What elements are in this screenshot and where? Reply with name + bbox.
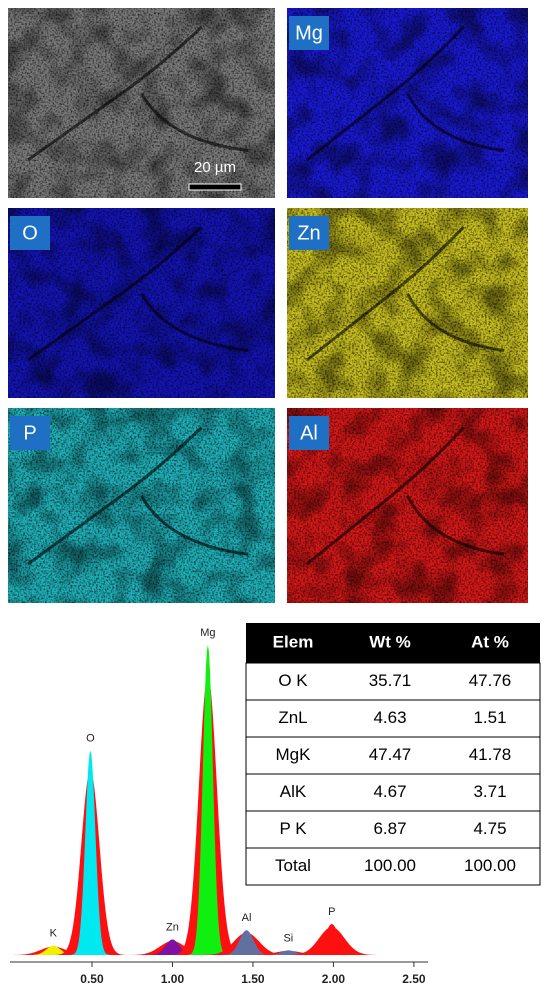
table-header-bg bbox=[246, 623, 540, 663]
grain-cracks bbox=[27, 225, 249, 362]
table-cell: 4.63 bbox=[373, 708, 406, 727]
map-panel: 20 µm bbox=[8, 8, 275, 198]
peak bbox=[260, 950, 317, 955]
x-tick-label: 1.00 bbox=[161, 972, 185, 986]
peak bbox=[218, 930, 275, 955]
panel-label-box bbox=[289, 216, 329, 250]
table-cell: O K bbox=[278, 671, 308, 690]
panel-label-box bbox=[10, 416, 50, 450]
peak-label: K bbox=[50, 928, 58, 940]
peak bbox=[144, 939, 201, 955]
peak-label: P bbox=[328, 906, 335, 918]
table-header-cell: Elem bbox=[273, 632, 314, 651]
peak bbox=[303, 924, 360, 955]
table-cell: 35.71 bbox=[369, 671, 412, 690]
scale-bar-label: 20 µm bbox=[194, 159, 236, 176]
table-cell: P K bbox=[279, 819, 307, 838]
peak-label: Si bbox=[283, 932, 293, 944]
table-cell: MgK bbox=[276, 745, 312, 764]
map-dark-regions bbox=[8, 208, 275, 398]
grain-cracks bbox=[306, 25, 505, 162]
map-panel: O bbox=[8, 208, 275, 398]
table-cell: ZnL bbox=[278, 708, 307, 727]
panel-label: P bbox=[23, 422, 36, 444]
table-cell: AlK bbox=[280, 782, 307, 801]
peak-label: O bbox=[86, 732, 95, 744]
table-row bbox=[245, 810, 541, 849]
map-panel: P bbox=[8, 408, 275, 603]
panel-label-box bbox=[289, 416, 329, 450]
map-dark-regions bbox=[8, 8, 275, 198]
grain-cracks bbox=[306, 426, 505, 566]
grain-cracks bbox=[306, 225, 505, 362]
panel-label: O bbox=[22, 222, 38, 244]
x-tick-label: 2.50 bbox=[402, 972, 426, 986]
peak bbox=[70, 750, 111, 955]
table-cell: 3.71 bbox=[473, 782, 506, 801]
table-header-cell: At % bbox=[471, 632, 509, 651]
map-dark-regions bbox=[8, 408, 275, 603]
peak-label: Zn bbox=[166, 921, 179, 933]
peak-label: Al bbox=[242, 912, 252, 924]
panel-label-box bbox=[10, 216, 50, 250]
x-tick-label: 2.00 bbox=[322, 972, 346, 986]
table-cell: 6.87 bbox=[373, 819, 406, 838]
grain-cracks bbox=[27, 426, 249, 566]
panel-label: Mg bbox=[295, 22, 323, 44]
x-tick-label: 0.50 bbox=[80, 972, 104, 986]
table-cell: 1.51 bbox=[473, 708, 506, 727]
peak-label: Mg bbox=[200, 627, 215, 639]
panel-label: Zn bbox=[297, 222, 320, 244]
panel-label-box bbox=[289, 16, 329, 50]
table-cell: 47.47 bbox=[369, 745, 412, 764]
table-cell: Total bbox=[275, 856, 311, 875]
x-tick-label: 1.50 bbox=[241, 972, 265, 986]
map-panel: Zn bbox=[287, 208, 528, 398]
panel-label: Al bbox=[300, 422, 318, 444]
table-row bbox=[245, 847, 541, 886]
table-cell: 41.78 bbox=[469, 745, 512, 764]
map-panel: Al bbox=[287, 408, 528, 603]
scale-bar bbox=[188, 183, 242, 191]
table-cell: 4.75 bbox=[473, 819, 506, 838]
table-cell: 4.67 bbox=[373, 782, 406, 801]
table-row bbox=[245, 662, 541, 701]
peak bbox=[187, 645, 228, 955]
table-header-cell: Wt % bbox=[369, 632, 411, 651]
table-cell: 100.00 bbox=[464, 856, 516, 875]
table-cell: 47.76 bbox=[469, 671, 512, 690]
table-row bbox=[245, 736, 541, 775]
map-panel: Mg bbox=[287, 8, 528, 198]
table-cell: 100.00 bbox=[364, 856, 416, 875]
grain-cracks bbox=[27, 25, 249, 162]
peak bbox=[25, 945, 82, 955]
